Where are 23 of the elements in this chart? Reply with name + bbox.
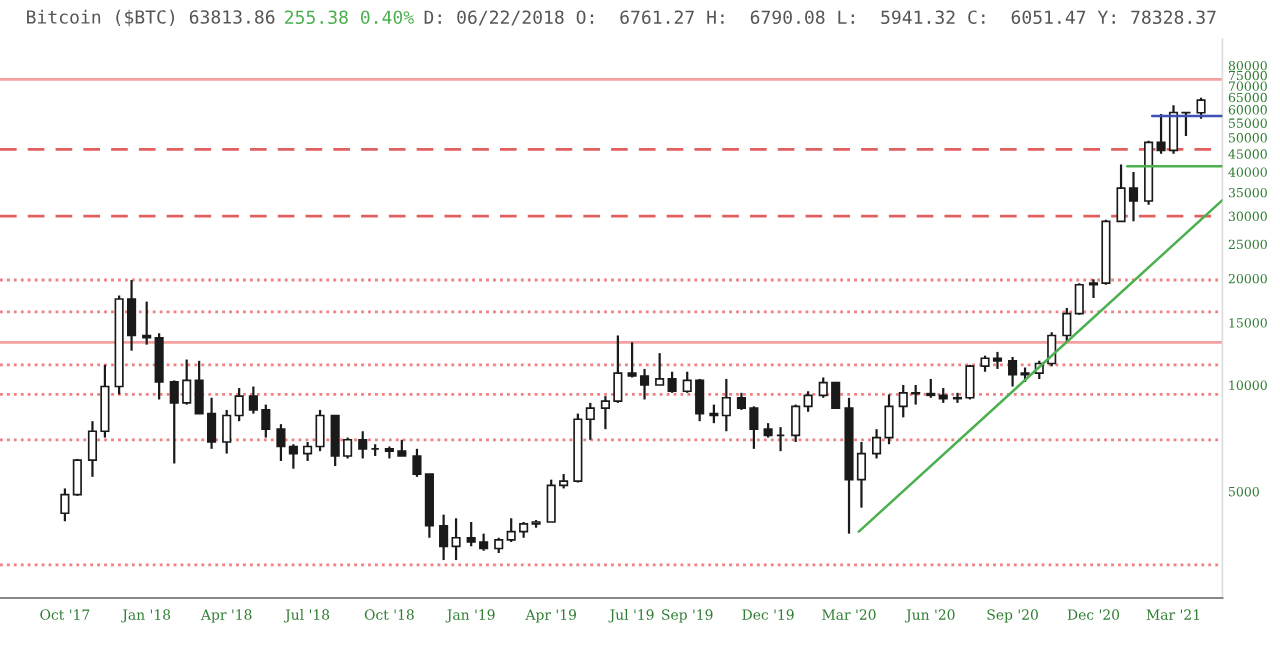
candlestick — [234, 386, 244, 423]
candlestick — [667, 370, 677, 394]
candlestick — [154, 332, 164, 401]
chart-subtitle: 255.38 0.40% — [285, 10, 414, 25]
text: D: 06/22/2018 O: 6761.27 H: 6790.08 L: 5941.32 C: 6051.47 Y: 78328.37 — [424, 10, 1216, 26]
candlestick — [655, 352, 665, 387]
candlestick — [721, 377, 731, 433]
candlestick — [1074, 282, 1084, 316]
candlestick — [1062, 306, 1072, 344]
candlestick — [276, 423, 286, 463]
candlestick — [60, 487, 70, 523]
candlestick — [222, 408, 232, 455]
candlestick — [142, 300, 152, 346]
candlestick — [926, 377, 936, 399]
candlestick — [288, 443, 298, 470]
candlestick — [803, 390, 813, 413]
candlestick — [709, 403, 719, 425]
candlestick — [1196, 96, 1206, 120]
candlestick — [358, 430, 368, 460]
candlestick — [585, 401, 595, 441]
candlestick — [72, 457, 82, 497]
chart-title: Bitcoin ($BTC) 63813.86 — [27, 9, 275, 27]
candlestick — [791, 403, 801, 444]
